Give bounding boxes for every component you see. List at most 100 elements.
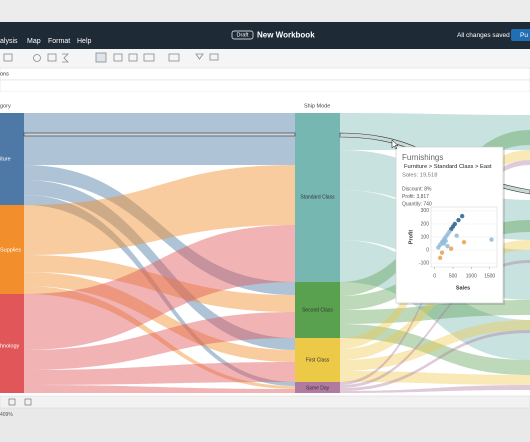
- ship-node[interactable]: [295, 338, 340, 382]
- flow-ribbon: [24, 113, 295, 165]
- flow-ribbon: [24, 272, 295, 362]
- tooltip-path: Furniture > Standard Class > East: [404, 164, 492, 170]
- category-node[interactable]: [0, 294, 24, 393]
- toolbar-icon[interactable]: [3, 53, 13, 62]
- scatter-point: [441, 241, 447, 246]
- flow-ribbon: [340, 324, 530, 375]
- flow-ribbon: [24, 385, 295, 393]
- tooltip-detail: Quantity: 740: [402, 201, 432, 207]
- x-tick-label: 1500: [484, 273, 495, 279]
- publish-label[interactable]: Pu: [520, 32, 528, 39]
- flow-ribbon: [340, 371, 530, 385]
- selected-flow[interactable]: [23, 132, 296, 137]
- ship-label: Same Day: [306, 385, 330, 391]
- menu-item[interactable]: Format: [48, 38, 70, 45]
- flow-ribbon: [24, 312, 295, 370]
- scatter-point: [437, 255, 443, 261]
- toolbar-icon[interactable]: [95, 52, 107, 63]
- y-tick-label: 200: [421, 221, 430, 227]
- flow-ribbon: [24, 286, 295, 389]
- flow-ribbon: [24, 225, 295, 350]
- publish-button[interactable]: [511, 29, 530, 41]
- ship-label: Standard Class: [300, 194, 335, 200]
- save-status: All changes saved: [457, 32, 510, 39]
- ship-node[interactable]: [295, 113, 340, 282]
- ship-label: Second Class: [302, 307, 333, 313]
- flow-ribbon: [340, 385, 530, 393]
- flow-ribbon: [340, 330, 530, 391]
- shelf: [0, 79, 530, 93]
- scatter-point: [461, 240, 467, 245]
- zoom-status: 409%: [0, 412, 13, 418]
- x-tick-label: 1000: [466, 273, 477, 279]
- category-node[interactable]: [0, 205, 24, 294]
- category-node[interactable]: [0, 113, 24, 205]
- scatter-point: [459, 213, 465, 219]
- draft-label: Draft: [237, 33, 249, 39]
- flow-ribbon: [24, 165, 295, 295]
- ship-node[interactable]: [295, 382, 340, 393]
- toolbar-icon[interactable]: [47, 53, 57, 62]
- toolbar-icon[interactable]: [33, 54, 41, 62]
- tab-icon[interactable]: [8, 398, 16, 406]
- workbook-name[interactable]: New Workbook: [257, 31, 315, 40]
- toolbar: [0, 49, 530, 68]
- flow-ribbon: [24, 165, 295, 255]
- y-tick-label: 100: [421, 234, 430, 240]
- sheet-tabs: [0, 395, 530, 409]
- toolbar-icon[interactable]: [128, 53, 138, 62]
- shelf-label: ons: [0, 71, 9, 77]
- flow-ribbon: [24, 195, 295, 386]
- scatter-point: [448, 246, 454, 251]
- y-tick-label: 300: [421, 208, 430, 214]
- menu-item[interactable]: Map: [27, 38, 41, 45]
- flow-ribbon: [340, 320, 530, 371]
- scatter-point: [447, 229, 452, 234]
- tooltip-title: Furnishings: [402, 153, 443, 162]
- backdrop: [0, 0, 530, 22]
- tooltip-detail: Profit: 3,817: [402, 194, 429, 200]
- y-axis-label: Profit: [408, 230, 414, 245]
- flow-ribbon: [340, 260, 530, 388]
- scatter-point: [445, 243, 450, 249]
- toolbar-icon[interactable]: [113, 53, 123, 62]
- ship-node[interactable]: [295, 282, 340, 338]
- scatter-point: [454, 233, 459, 238]
- x-tick-label: 500: [449, 273, 458, 279]
- category-label: iture: [0, 156, 11, 162]
- toolbar-icon[interactable]: [195, 53, 204, 60]
- y-tick-label: -100: [419, 260, 429, 266]
- y-tick-label: 0: [426, 247, 429, 253]
- flow-ribbon: [24, 362, 295, 385]
- tab-icon[interactable]: [24, 398, 32, 406]
- ship-label: First Class: [306, 357, 330, 363]
- scatter-point: [456, 217, 461, 223]
- toolbar-icon[interactable]: [168, 53, 180, 62]
- scatter-point: [489, 237, 494, 242]
- category-label: hnology: [0, 343, 20, 349]
- cursor: [391, 139, 399, 150]
- flow-ribbon: [24, 255, 295, 312]
- scatter-point: [439, 250, 445, 255]
- top-bar: [0, 22, 530, 49]
- menu-item[interactable]: alysis: [0, 38, 18, 45]
- tooltip-sales: Sales: 19,518: [402, 173, 437, 179]
- toolbar-icon[interactable]: [143, 53, 155, 62]
- column-header: gory: [0, 103, 11, 109]
- flow-ribbon: [340, 300, 530, 324]
- column-header: Ship Mode: [304, 103, 330, 109]
- toolbar-icon[interactable]: [209, 53, 219, 61]
- tooltip-detail: Discount: 8%: [402, 186, 432, 192]
- tooltip: Furnishings Furniture > Standard Class >…: [395, 146, 505, 305]
- menu-item[interactable]: Help: [77, 38, 92, 45]
- flow-ribbon: [24, 180, 295, 350]
- toolbar-icon[interactable]: [62, 53, 69, 63]
- category-label: Supplies: [0, 247, 21, 253]
- x-axis-label: Sales: [456, 285, 470, 291]
- shelf: [0, 67, 530, 81]
- x-tick-label: 0: [433, 273, 436, 279]
- draft-badge: [231, 30, 254, 40]
